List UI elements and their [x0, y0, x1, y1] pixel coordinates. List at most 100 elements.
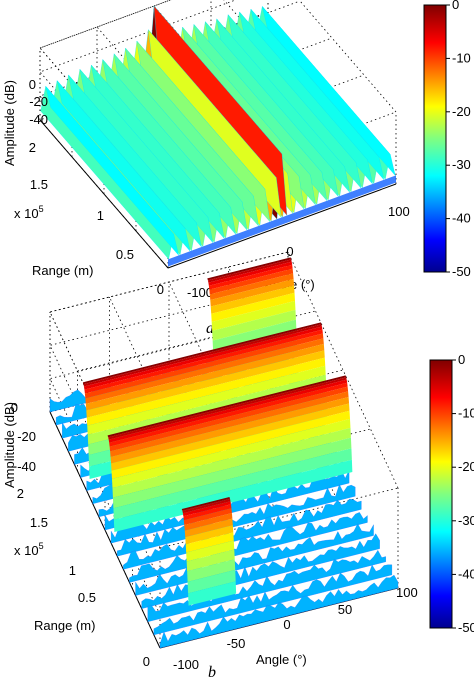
surface-band-strip: [182, 498, 231, 514]
grid-line: [298, 0, 397, 113]
surface-ridge: [68, 74, 202, 248]
colorbar-tick-label: -30: [458, 513, 474, 528]
panel-b-surface: [49, 257, 399, 649]
surface-band-crest: [207, 257, 291, 280]
surface-band-strip: [212, 319, 297, 352]
surface-band-strip: [85, 338, 324, 404]
surface-noise-floor: [123, 498, 362, 570]
colorbar-tick-label: -50: [452, 264, 471, 279]
surface-band-strip: [188, 581, 237, 606]
panel-a-xtick-0: -100: [187, 285, 213, 300]
panel-a-colorbar-ticks: 0 -10 -20 -30 -40 -50: [446, 0, 471, 279]
surface-band-strip: [111, 410, 350, 479]
colorbar-tick-label: -50: [458, 620, 474, 635]
panel-b-ztick-1: -20: [17, 429, 36, 444]
grid-line: [168, 281, 280, 519]
surface-band-strip: [212, 309, 296, 341]
panel-a: Amplitude (dB) 0 -20 -40 2 1.5 1 0.5 0 x…: [2, 0, 471, 337]
colorbar-tick-label: -40: [452, 211, 471, 226]
surface-band-crest: [107, 375, 346, 437]
panel-a-xtick-2: 100: [388, 204, 410, 219]
colorbar-tick-label: -40: [458, 566, 474, 581]
surface-band-strip: [113, 459, 353, 533]
panel-b-xlabel: Angle (°): [256, 652, 307, 667]
surface-band-strip: [85, 343, 325, 411]
surface-noise-floor: [117, 484, 356, 557]
surface-band-strip: [182, 501, 231, 517]
surface-base: [168, 175, 396, 267]
surface-band-strip: [83, 326, 323, 390]
panel-a-ztick-1: -20: [29, 94, 48, 109]
panel-b-colorbar: [429, 359, 453, 629]
surface-ridge: [45, 86, 179, 256]
surface-band-strip: [112, 437, 352, 509]
panel-a-ytick-1: 0.5: [116, 247, 134, 262]
panel-a-ytick-2: 1: [97, 208, 104, 223]
surface-band-strip: [211, 300, 296, 331]
colorbar-tick-label: -20: [458, 459, 474, 474]
colorbar-tick-label: 0: [452, 0, 459, 12]
panel-b-ylabel: Range (m): [34, 618, 95, 633]
surface-band-strip: [185, 532, 234, 553]
surface-band-strip: [83, 324, 322, 387]
surface-band-strip: [110, 397, 350, 464]
surface-band-strip: [210, 285, 295, 314]
colorbar-tick-label: 0: [458, 352, 465, 367]
surface-noise-floor: [153, 564, 393, 636]
surface-band-strip: [209, 273, 294, 301]
surface-band-strip: [184, 513, 233, 531]
panel-b-ytick-0: 0: [143, 654, 150, 669]
surface-band-strip: [187, 559, 236, 582]
surface-band-strip: [109, 386, 349, 452]
panel-b-ytick-3: 1.5: [30, 515, 48, 530]
surface-band-strip: [208, 264, 293, 290]
panel-a-surface: [40, 5, 396, 267]
surface-band-strip: [84, 329, 323, 394]
panel-a-colorbar: [423, 4, 447, 273]
surface-band-strip: [108, 377, 347, 440]
panel-a-caption: a: [206, 320, 214, 337]
surface-ridge: [262, 6, 396, 176]
grid-line: [109, 296, 220, 534]
colorbar-tick-label: -20: [452, 104, 471, 119]
panel-b-colorbar-ticks: 0 -10 -20 -30 -40 -50: [452, 352, 474, 635]
surface-band-strip: [183, 508, 232, 526]
panel-b-ytick-2: 1: [69, 563, 76, 578]
panel-a-ytick-3: 1.5: [30, 177, 48, 192]
surface-band-strip: [184, 518, 233, 538]
surface-band-strip: [185, 525, 234, 545]
panel-b: Amplitude (dB) 0 -20 -40 2 1.5 1 0.5 0 x…: [2, 251, 474, 681]
panel-b-ztick-0: 0: [11, 400, 18, 415]
panel-b-yexp: x 105: [14, 541, 44, 558]
panel-b-ytick-4: 2: [17, 486, 24, 501]
panel-a-ztick-2: -40: [29, 112, 48, 127]
colorbar-tick-label: -10: [458, 406, 474, 421]
panel-b-xtick-0: -100: [173, 657, 199, 672]
panel-b-xtick-2: 0: [283, 617, 290, 632]
surface-band-strip: [112, 427, 351, 498]
surface-ridge: [56, 80, 191, 252]
grid-line: [77, 310, 316, 372]
surface-band-strip: [209, 268, 294, 295]
surface-band-strip: [183, 504, 232, 521]
surface-band-strip: [113, 448, 352, 520]
surface-noise-floor: [159, 574, 399, 649]
panel-a-ztick-0: 0: [29, 77, 36, 92]
panel-b-xtick-3: 50: [338, 602, 352, 617]
surface-band-crest: [181, 497, 230, 510]
surface-band-strip: [110, 391, 349, 458]
surface-band-strip: [111, 403, 350, 471]
panel-b-xtick-4: 100: [396, 585, 418, 600]
surface-band-strip: [208, 261, 293, 286]
panel-a-ytick-4: 2: [29, 140, 36, 155]
colorbar-tick-label: -10: [452, 50, 471, 65]
surface-band-strip: [186, 549, 235, 572]
panel-a-xtick-1: 0: [286, 244, 293, 259]
surface-band-strip: [207, 259, 292, 283]
colorbar-tick-label: -30: [452, 157, 471, 172]
panel-a-ytick-0: 0: [157, 282, 164, 297]
surface-band-strip: [84, 333, 324, 399]
surface-band-strip: [211, 292, 295, 322]
surface-noise-floor: [147, 549, 386, 622]
surface-band-crest: [82, 322, 322, 384]
